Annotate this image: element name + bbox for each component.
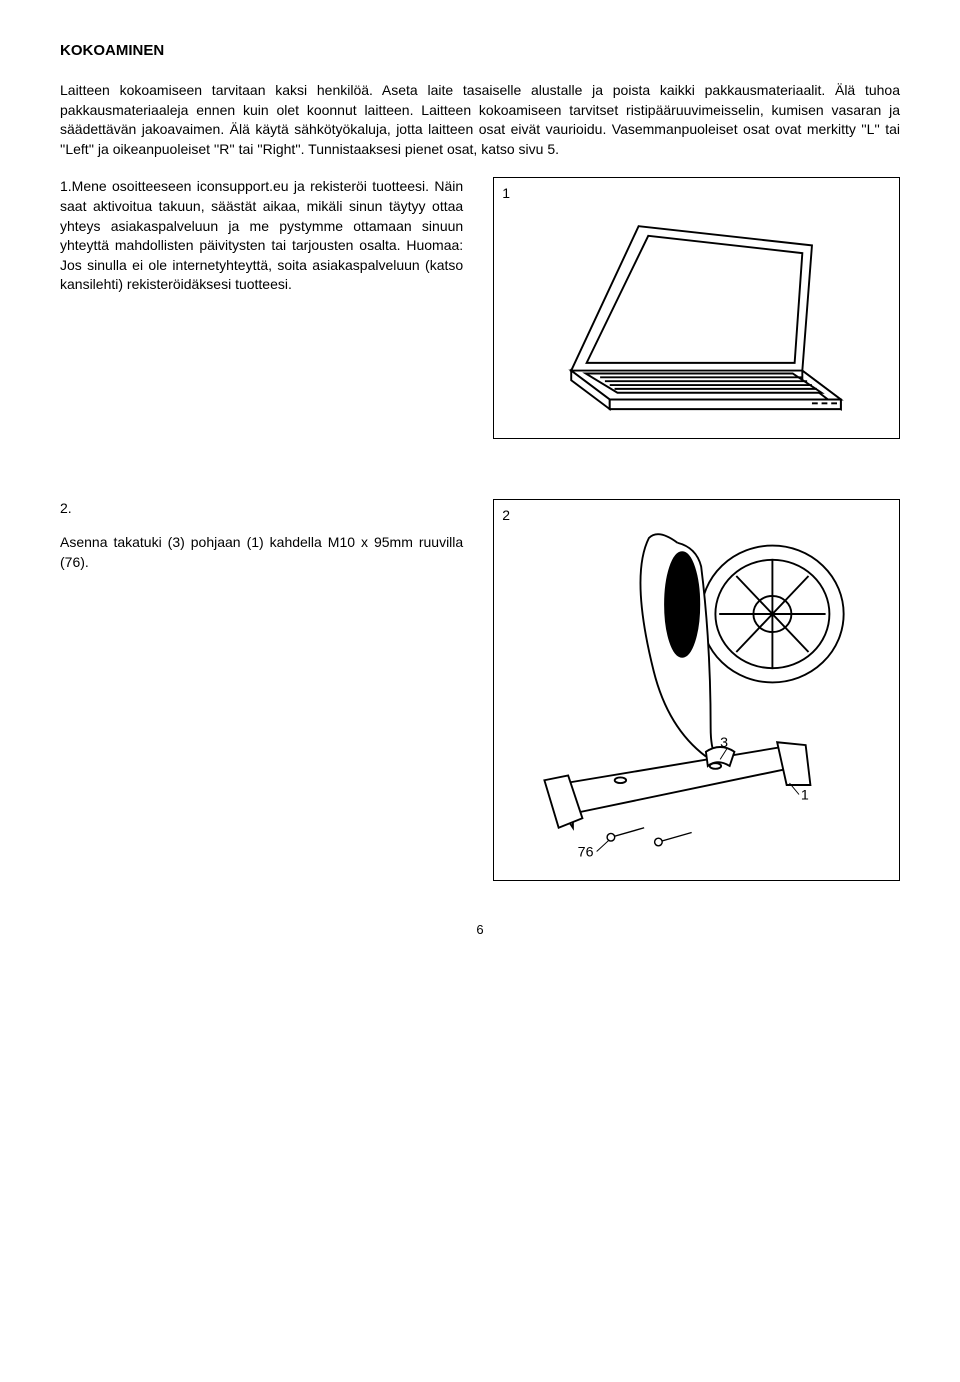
figure-1-number: 1 (502, 184, 510, 204)
step-2-row: 2. Asenna takatuki (3) pohjaan (1) kahde… (60, 499, 900, 881)
callout-3: 3 (720, 735, 728, 751)
assembly-illustration: 3 1 76 (494, 500, 899, 880)
section-heading: KOKOAMINEN (60, 40, 900, 61)
figure-2: 2 (493, 499, 900, 881)
step-1-text: 1.Mene osoitteeseen iconsupport.eu ja re… (60, 177, 463, 439)
callout-76: 76 (578, 845, 594, 861)
step-1-paragraph: 1.Mene osoitteeseen iconsupport.eu ja re… (60, 177, 463, 295)
figure-2-number: 2 (502, 506, 510, 526)
step-1-row: 1.Mene osoitteeseen iconsupport.eu ja re… (60, 177, 900, 439)
step-2-label: 2. (60, 499, 463, 519)
step-2-text: 2. Asenna takatuki (3) pohjaan (1) kahde… (60, 499, 463, 881)
callout-1: 1 (801, 788, 809, 804)
laptop-illustration (494, 178, 899, 438)
step-2-paragraph: Asenna takatuki (3) pohjaan (1) kahdella… (60, 533, 463, 572)
page-number: 6 (60, 921, 900, 939)
intro-paragraph: Laitteen kokoamiseen tarvitaan kaksi hen… (60, 81, 900, 159)
figure-1: 1 (493, 177, 900, 439)
